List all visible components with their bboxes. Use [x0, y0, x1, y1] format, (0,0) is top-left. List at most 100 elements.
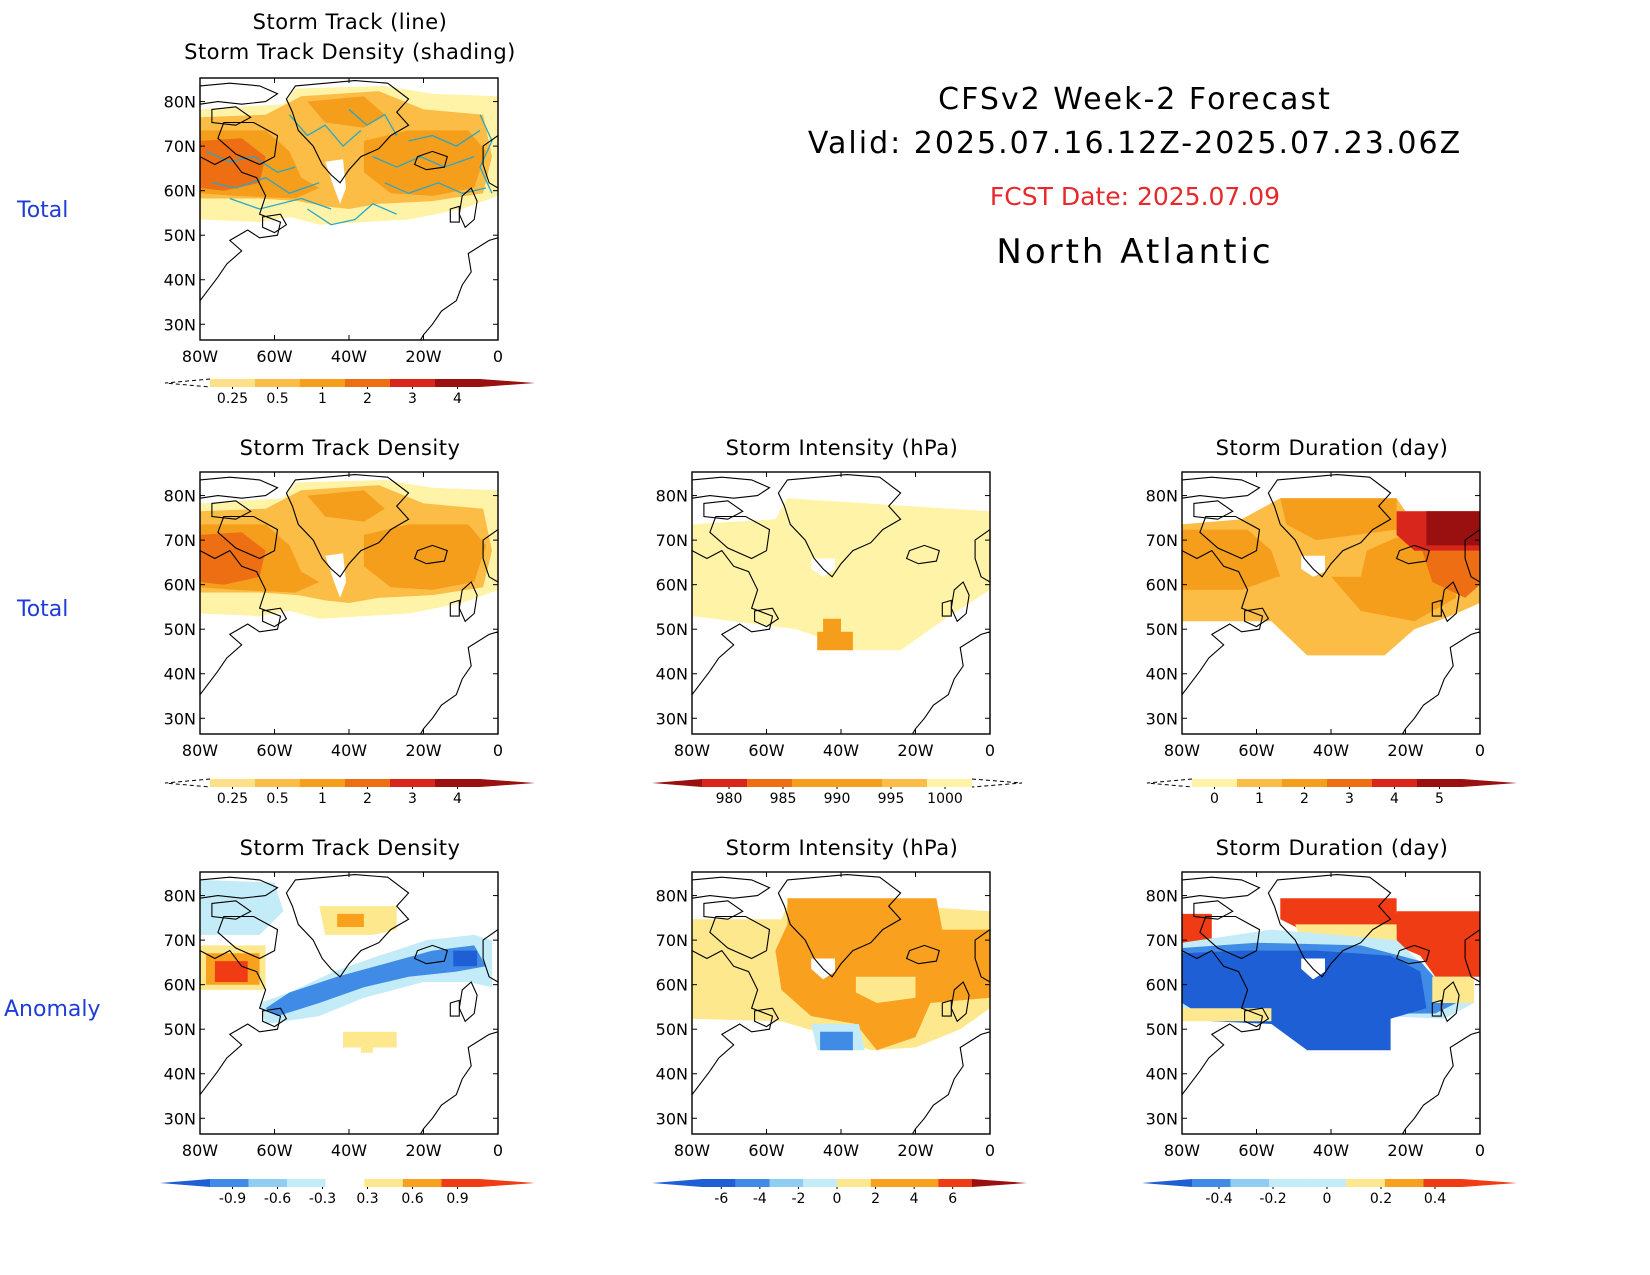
colorbar-label: 0.9 [446, 1191, 468, 1207]
row-label-anomaly: Anomaly [4, 997, 101, 1022]
coastline-1 [1181, 876, 1261, 899]
storm-track-line-5 [384, 182, 487, 194]
region-name: North Atlantic [996, 232, 1274, 272]
lat-label: 60N [164, 976, 196, 995]
shade-region-4 [307, 490, 385, 522]
coastline-8 [941, 999, 952, 1017]
map-storm-duration-anomaly: 80N 70N 60N 50N 40N 30N 80W 60W 40W 20W 0 [1146, 871, 1485, 1160]
colorbar-swatch-5 [435, 779, 480, 787]
coastline-5 [1244, 607, 1270, 628]
colorbar-swatch-3 [325, 1179, 365, 1187]
lat-label: 30N [656, 1109, 688, 1128]
lat-label: 80N [656, 487, 688, 506]
shade-region-4 [820, 1031, 853, 1051]
colorbar-label: 0 [1210, 791, 1219, 807]
lon-label: 20W [1387, 741, 1423, 760]
lon-label: 40W [823, 741, 859, 760]
colorbar-label: 0.6 [401, 1191, 423, 1207]
lon-label: 60W [1238, 741, 1274, 760]
colorbar-left-arrow [652, 1179, 702, 1187]
lon-label: 80W [1164, 1141, 1200, 1160]
colorbar-density-1: 0.25 0.5 1 2 3 4 [164, 378, 535, 407]
lon-label: 20W [1387, 1141, 1423, 1160]
coastline-3 [709, 515, 771, 560]
shade-region-4 [307, 96, 385, 128]
lon-label: 20W [897, 741, 933, 760]
coastline-3 [1199, 515, 1261, 560]
colorbar-swatch-3 [1327, 779, 1372, 787]
colorbar-swatch-3 [1307, 1179, 1347, 1187]
coastline-9 [1464, 528, 1481, 583]
coastline-8 [449, 599, 460, 617]
panel1-title-line2: Storm Track Density (shading) [184, 40, 516, 64]
shade-region-1 [817, 618, 853, 651]
coastline-1 [199, 876, 279, 899]
colorbar-label: 985 [770, 791, 797, 807]
colorbar-swatch-2 [769, 1179, 804, 1187]
lat-label: 70N [656, 931, 688, 950]
lat-label: 50N [164, 226, 196, 245]
coastline-6 [1395, 944, 1430, 965]
map-storm-track-density-total: 80N 70N 60N 50N 40N 30N 80W 60W 40W 20W 0 [164, 471, 503, 760]
coastline-9 [482, 134, 499, 189]
coastline-0 [285, 474, 410, 578]
coastline-8 [449, 999, 460, 1017]
colorbar-swatch-0 [210, 779, 255, 787]
lat-label: 50N [1146, 620, 1178, 639]
shade-region-1 [1182, 529, 1457, 622]
colorbar-left-arrow [160, 1179, 210, 1187]
colorbar-label: 1000 [927, 791, 963, 807]
lon-label: 60W [748, 741, 784, 760]
colorbar-swatch-4 [364, 1179, 403, 1187]
lat-label: 70N [164, 137, 196, 156]
colorbar-density-anomaly: -0.9 -0.6 -0.3 0.3 0.6 0.9 [160, 1179, 535, 1207]
lat-label: 40N [656, 665, 688, 684]
colorbar-left-open-end [164, 378, 211, 388]
colorbar-label: 2 [1300, 791, 1309, 807]
coastline-2 [1193, 500, 1234, 520]
colorbar-swatch-2 [1269, 1179, 1308, 1187]
coastline-3 [217, 121, 279, 166]
colorbar-swatch-4 [882, 779, 927, 787]
lon-label: 80W [182, 741, 218, 760]
colorbar-swatch-1 [747, 779, 792, 787]
lat-label: 50N [164, 1020, 196, 1039]
colorbar-swatch-3 [803, 1179, 837, 1187]
lon-label: 80W [182, 1141, 218, 1160]
colorbar-duration: 0 1 2 3 4 5 [1146, 778, 1517, 807]
lon-label: 80W [674, 741, 710, 760]
colorbar-label: 0.5 [266, 791, 288, 807]
shade-region-5 [337, 913, 364, 927]
storm-track-line-6 [229, 197, 332, 210]
lon-label: 20W [405, 1141, 441, 1160]
coastline-5 [262, 213, 288, 234]
lon-label: 40W [1313, 1141, 1349, 1160]
storm-track-line-7 [408, 129, 481, 147]
colorbar-label: 0.3 [356, 1191, 378, 1207]
coastline-2 [1193, 900, 1234, 920]
colorbar-swatch-5 [402, 1179, 442, 1187]
lat-label: 30N [1146, 709, 1178, 728]
colorbar-swatch-7 [938, 1179, 972, 1187]
colorbar-label: 1 [318, 391, 327, 407]
coastline-2 [211, 106, 252, 126]
map-storm-intensity-anomaly: 80N 70N 60N 50N 40N 30N 80W 60W 40W 20W 0 [656, 871, 995, 1160]
shade-region-6 [325, 553, 346, 598]
coastline-5 [754, 1007, 780, 1028]
colorbar-swatch-4 [1372, 779, 1417, 787]
colorbar-label: 3 [408, 391, 417, 407]
colorbar-swatch-5 [1384, 1179, 1424, 1187]
coastline-8 [449, 205, 460, 223]
coastline-5 [262, 1007, 288, 1028]
row-label-total-1: Total [17, 198, 69, 223]
coastline-4 [691, 949, 774, 1097]
colorbar-swatch-5 [1417, 779, 1462, 787]
lon-label: 20W [897, 1141, 933, 1160]
lat-label: 30N [164, 1109, 196, 1128]
colorbar-label: 4 [910, 1191, 919, 1207]
coastline-6 [413, 544, 448, 565]
panel4-title: Storm Duration (day) [1215, 436, 1449, 460]
coastline-8 [1431, 999, 1442, 1017]
shade-region-1 [775, 898, 990, 1051]
coastline-6 [1395, 544, 1430, 565]
